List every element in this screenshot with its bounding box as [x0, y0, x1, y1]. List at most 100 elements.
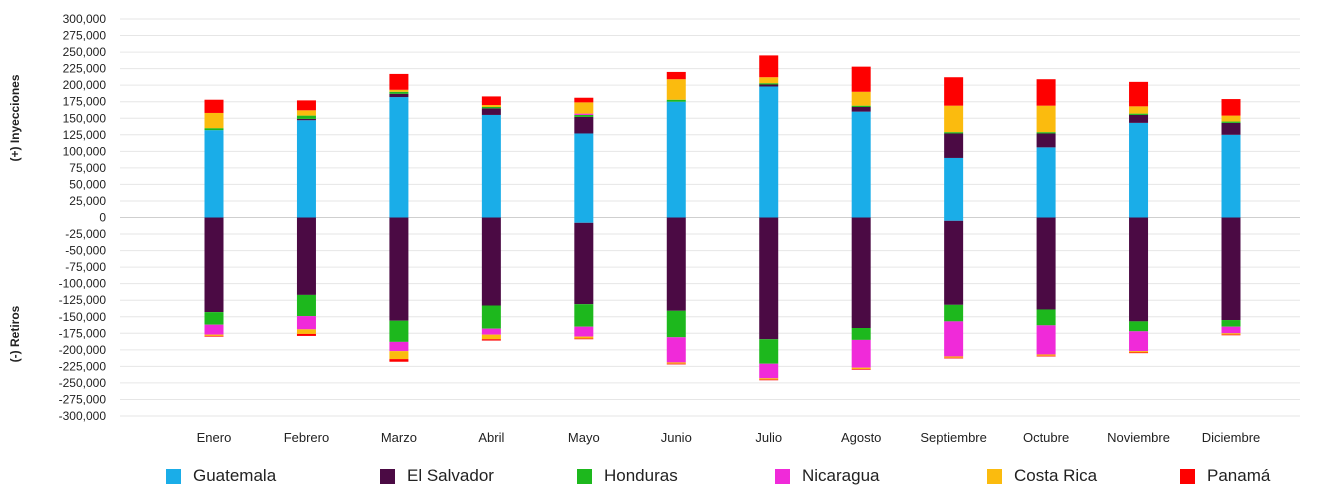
- bar-segment-injection: [1129, 81, 1149, 107]
- chart-legend: Guatemala El Salvador Honduras Nicaragua Cos…: [0, 466, 1320, 490]
- bar-segment-injection: [389, 93, 409, 98]
- bar-segment-injection: [851, 66, 871, 92]
- legend-item: Honduras: [577, 466, 678, 486]
- bar-segment-withdrawal: [1036, 354, 1056, 356]
- bar-segment-injection: [944, 133, 964, 158]
- bar-segment-withdrawal: [944, 304, 964, 322]
- bar-segment-withdrawal: [204, 217, 224, 313]
- y-axis-label-withdrawals: (-) Retiros: [8, 305, 22, 362]
- y-tick-label: 275,000: [63, 29, 107, 43]
- bar-segment-withdrawal: [1221, 217, 1241, 321]
- bar-segment-withdrawal: [1221, 326, 1241, 334]
- bar-segment-withdrawal: [759, 363, 779, 379]
- bar-segment-injection: [759, 84, 779, 87]
- bar-segment-injection: [389, 73, 409, 90]
- bar-segment-injection: [481, 96, 501, 106]
- bar-segment-injection: [204, 99, 224, 113]
- bar-segment-withdrawal: [296, 217, 316, 295]
- y-axis-label-injections: (+) Inyecciones: [8, 74, 22, 161]
- bar-segment-withdrawal: [481, 217, 501, 306]
- bar-segment-injection: [944, 105, 964, 133]
- bar-segment-injection: [666, 101, 686, 218]
- bar-segment-injection: [204, 130, 224, 218]
- bar-segment-injection: [1036, 105, 1056, 133]
- y-axis-tick-labels: 300,000 275,000 250,000 225,000 200,000 175,0…: [59, 12, 107, 423]
- legend-label: Nicaragua: [802, 466, 880, 485]
- bar-segment-injection: [296, 115, 316, 119]
- bar-segment-withdrawal: [481, 328, 501, 335]
- y-tick-label: 300,000: [63, 12, 107, 26]
- bar-segment-withdrawal: [1036, 309, 1056, 326]
- x-category-label: Septiembre: [920, 430, 986, 445]
- y-tick-label: -300,000: [59, 409, 107, 423]
- legend-label: Costa Rica: [1014, 466, 1098, 485]
- bar-segment-withdrawal: [1129, 321, 1149, 332]
- bar-segment-withdrawal: [574, 338, 594, 340]
- legend-swatch: [380, 468, 395, 484]
- bar-segment-withdrawal: [1036, 355, 1056, 357]
- y-tick-label: 225,000: [63, 62, 107, 76]
- bar-segment-withdrawal: [574, 217, 594, 223]
- bar-segment-withdrawal: [666, 363, 686, 365]
- bar-segment-injection: [389, 97, 409, 218]
- bar-segment-withdrawal: [944, 356, 964, 358]
- bar-segment-withdrawal: [666, 337, 686, 363]
- gridlines: [120, 18, 1300, 417]
- bar-segment-injection: [296, 100, 316, 111]
- bar-segment-withdrawal: [759, 379, 779, 381]
- bar-segment-injection: [296, 118, 316, 121]
- x-category-label: Junio: [661, 430, 692, 445]
- bar-segment-injection: [481, 107, 501, 109]
- bar-segment-withdrawal: [481, 334, 501, 340]
- x-category-label: Julio: [755, 430, 782, 445]
- y-tick-label: -150,000: [59, 310, 107, 324]
- x-category-label: Diciembre: [1202, 430, 1261, 445]
- y-tick-label: -75,000: [65, 260, 106, 274]
- bar-segment-injection: [944, 157, 964, 218]
- bar-segment-withdrawal: [574, 222, 594, 305]
- bar-segment-withdrawal: [296, 294, 316, 317]
- bar-segment-injection: [574, 102, 594, 114]
- bar-stacks: [204, 55, 1241, 381]
- bar-segment-injection: [1221, 115, 1241, 122]
- y-tick-label: -275,000: [59, 392, 107, 406]
- legend-swatch: [166, 468, 181, 484]
- legend-item: El Salvador: [380, 466, 494, 486]
- bar-segment-withdrawal: [296, 329, 316, 334]
- bar-segment-injection: [296, 110, 316, 116]
- bar-segment-withdrawal: [1221, 333, 1241, 335]
- bar-segment-withdrawal: [851, 367, 871, 370]
- y-tick-label: -175,000: [59, 326, 107, 340]
- x-axis-category-labels: Enero Febrero Marzo Abril Mayo Junio Julio Agos…: [197, 430, 1261, 445]
- bar-segment-withdrawal: [1129, 351, 1149, 353]
- bar-segment-withdrawal: [851, 339, 871, 368]
- bar-segment-injection: [759, 86, 779, 218]
- y-tick-label: 200,000: [63, 78, 107, 92]
- bar-segment-injection: [666, 79, 686, 100]
- bar-segment-injection: [851, 107, 871, 112]
- bar-segment-withdrawal: [944, 357, 964, 359]
- legend-swatch: [775, 468, 790, 484]
- y-tick-label: 250,000: [63, 45, 107, 59]
- legend-item: Costa Rica: [987, 466, 1097, 486]
- bar-segment-injection: [1221, 134, 1241, 218]
- bar-segment-injection: [944, 132, 964, 134]
- bar-segment-withdrawal: [1129, 217, 1149, 322]
- bar-segment-injection: [574, 113, 594, 115]
- bar-segment-withdrawal: [389, 359, 409, 362]
- y-tick-label: 0: [99, 211, 106, 225]
- legend-label: Guatemala: [193, 466, 277, 485]
- x-category-label: Enero: [197, 430, 232, 445]
- bar-segment-injection: [574, 133, 594, 218]
- bar-segment-withdrawal: [296, 316, 316, 330]
- bar-segment-withdrawal: [389, 320, 409, 342]
- bar-segment-injection: [1036, 133, 1056, 148]
- x-category-label: Agosto: [841, 430, 881, 445]
- bar-segment-withdrawal: [1129, 331, 1149, 352]
- y-tick-label: 75,000: [69, 161, 106, 175]
- bar-segment-withdrawal: [759, 339, 779, 364]
- legend-swatch: [987, 468, 1002, 484]
- legend-label: El Salvador: [407, 466, 494, 485]
- x-category-label: Mayo: [568, 430, 600, 445]
- legend-swatch: [1180, 468, 1195, 484]
